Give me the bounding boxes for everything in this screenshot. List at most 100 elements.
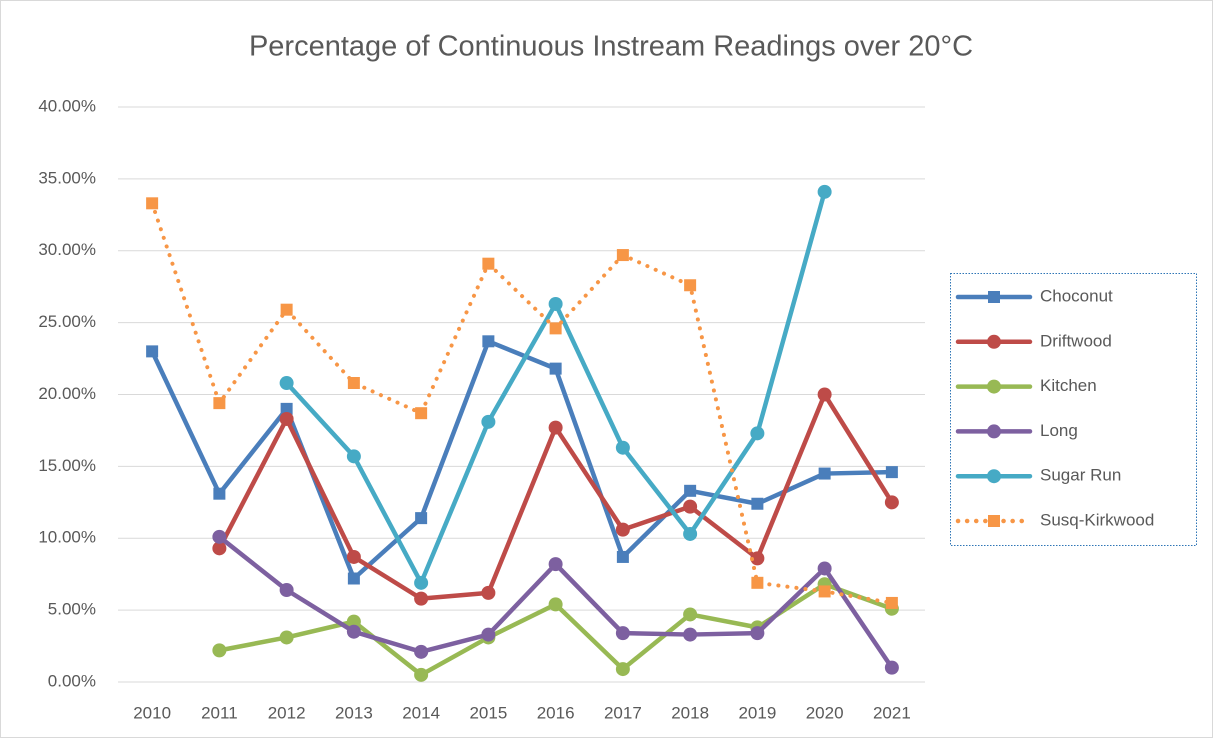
marker [615, 662, 630, 677]
marker [615, 440, 630, 455]
y-tick-label: 20.00% [38, 384, 96, 403]
x-tick-label: 2010 [133, 703, 171, 722]
marker [280, 402, 293, 415]
x-tick-label: 2019 [738, 703, 776, 722]
x-tick-label: 2018 [671, 703, 709, 722]
marker [414, 644, 429, 659]
marker [414, 591, 429, 606]
marker [884, 495, 899, 510]
marker [884, 660, 899, 675]
marker [347, 377, 360, 389]
legend-label: Sugar Run [1040, 466, 1121, 485]
marker [684, 279, 697, 292]
x-tick-label: 2020 [806, 703, 844, 722]
marker [616, 249, 629, 262]
marker [481, 585, 496, 600]
marker [346, 624, 361, 639]
marker [279, 630, 294, 645]
y-tick-label: 0.00% [48, 671, 96, 690]
y-tick-label: 15.00% [38, 456, 96, 475]
x-tick-label: 2017 [604, 703, 642, 722]
x-tick-label: 2013 [335, 703, 373, 722]
marker [279, 411, 294, 426]
marker [548, 557, 563, 572]
marker [548, 420, 563, 435]
marker [683, 627, 698, 642]
marker [346, 449, 361, 464]
marker [548, 597, 563, 612]
marker [414, 667, 429, 682]
marker [213, 487, 226, 500]
legend-marker [987, 424, 1001, 439]
marker [146, 197, 159, 210]
x-tick-label: 2016 [537, 703, 575, 722]
legend-label: Choconut [1040, 286, 1113, 305]
series-line [149, 339, 895, 581]
marker [482, 257, 495, 270]
y-tick-label: 35.00% [38, 168, 96, 187]
x-tick-label: 2011 [201, 703, 238, 722]
marker [212, 529, 227, 544]
marker [280, 303, 293, 316]
marker [146, 345, 159, 358]
marker [548, 296, 563, 311]
marker [481, 627, 496, 642]
marker [549, 322, 562, 335]
legend-box [950, 273, 1197, 546]
y-tick-label: 5.00% [48, 600, 96, 619]
y-tick-label: 40.00% [38, 96, 96, 115]
x-tick-label: 2021 [873, 703, 911, 722]
marker [212, 541, 227, 556]
y-tick-label: 30.00% [38, 240, 96, 259]
marker [616, 550, 629, 563]
legend-marker [987, 334, 1001, 349]
marker [885, 596, 898, 609]
marker [818, 467, 831, 480]
marker [817, 387, 832, 402]
marker [415, 512, 428, 525]
legend-marker [988, 291, 1000, 303]
marker [817, 184, 832, 199]
y-tick-label: 25.00% [38, 312, 96, 331]
marker [482, 335, 495, 348]
marker [885, 466, 898, 479]
marker [481, 414, 496, 429]
legend-marker [987, 469, 1001, 484]
marker [213, 397, 226, 410]
x-tick-label: 2015 [469, 703, 507, 722]
marker [615, 522, 630, 537]
marker [817, 561, 832, 576]
legend-label: Kitchen [1040, 376, 1097, 395]
marker [683, 499, 698, 514]
series-line [150, 201, 894, 605]
marker [750, 626, 765, 641]
marker [683, 526, 698, 541]
legend-label: Long [1040, 421, 1078, 440]
legend-label: Driftwood [1040, 331, 1112, 350]
marker [750, 551, 765, 566]
legend-marker [987, 379, 1001, 394]
x-tick-label: 2012 [268, 703, 306, 722]
marker [751, 497, 764, 510]
marker [279, 583, 294, 597]
marker [683, 607, 698, 622]
marker [346, 614, 361, 629]
x-tick-label: 2014 [402, 703, 440, 722]
marker [751, 576, 764, 589]
marker [750, 426, 765, 441]
marker [415, 407, 428, 420]
legend-marker [988, 515, 1000, 527]
marker [684, 484, 697, 497]
marker [549, 362, 562, 375]
marker [347, 572, 360, 585]
y-tick-label: 10.00% [38, 528, 96, 547]
marker [212, 643, 227, 658]
marker [615, 626, 630, 641]
chart-title: Percentage of Continuous Instream Readin… [249, 31, 973, 63]
marker [279, 376, 294, 390]
marker [818, 585, 831, 598]
marker [346, 549, 361, 564]
marker [414, 575, 429, 590]
legend-label: Susq-Kirkwood [1040, 510, 1154, 529]
